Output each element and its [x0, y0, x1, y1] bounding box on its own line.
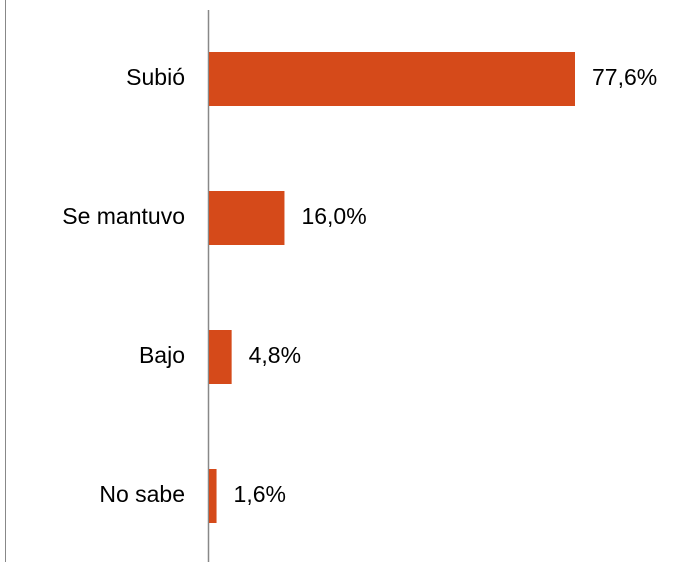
value-label: 1,6% [234, 481, 286, 507]
bar [209, 330, 232, 384]
bar [209, 469, 217, 523]
value-label: 4,8% [249, 342, 301, 368]
category-label: Se mantuvo [62, 203, 185, 229]
bar [209, 52, 575, 106]
value-label: 16,0% [301, 203, 366, 229]
category-label: Subió [126, 64, 185, 90]
category-label: No sabe [99, 481, 185, 507]
category-label: Bajo [139, 342, 185, 368]
value-label: 77,6% [592, 64, 657, 90]
bar [209, 191, 285, 245]
